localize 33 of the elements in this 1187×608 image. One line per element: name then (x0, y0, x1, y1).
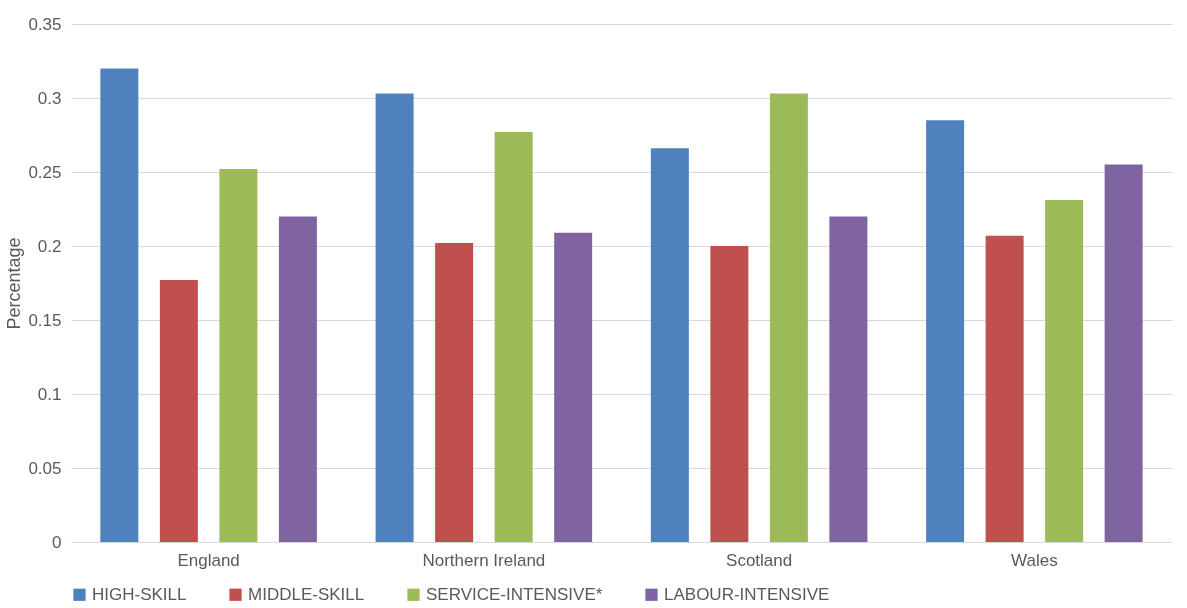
y-tick-label: 0.05 (28, 458, 62, 478)
bar (554, 232, 593, 542)
bar (219, 169, 258, 542)
legend-label: SERVICE-INTENSIVE* (426, 584, 603, 604)
legend-label: MIDDLE-SKILL (248, 584, 365, 604)
y-axis-title: Percentage (4, 237, 25, 330)
bar (435, 243, 474, 542)
y-tick-label: 0 (52, 532, 62, 552)
bar (829, 216, 868, 542)
bar (710, 246, 749, 542)
bar (494, 132, 533, 542)
bar (375, 93, 414, 542)
bar (159, 280, 198, 542)
legend-label: LABOUR-INTENSIVE (664, 584, 830, 604)
legend-label: HIGH-SKILL (92, 584, 187, 604)
bar (100, 68, 139, 542)
x-tick-label: Northern Ireland (422, 550, 546, 570)
y-tick-label: 0.3 (37, 88, 62, 108)
bar (1104, 164, 1143, 542)
bar (1045, 200, 1084, 542)
x-tick-label: England (177, 550, 240, 570)
x-tick-label: Scotland (726, 550, 793, 570)
bar (926, 120, 965, 542)
bar (278, 216, 317, 542)
bar (650, 148, 689, 542)
y-tick-label: 0.2 (37, 236, 62, 256)
y-tick-label: 0.15 (28, 310, 62, 330)
y-tick-label: 0.1 (37, 384, 62, 404)
x-tick-label: Wales (1011, 550, 1058, 570)
y-tick-label: 0.35 (28, 14, 62, 34)
bar (769, 93, 808, 542)
bar (985, 235, 1024, 542)
y-tick-label: 0.25 (28, 162, 62, 182)
